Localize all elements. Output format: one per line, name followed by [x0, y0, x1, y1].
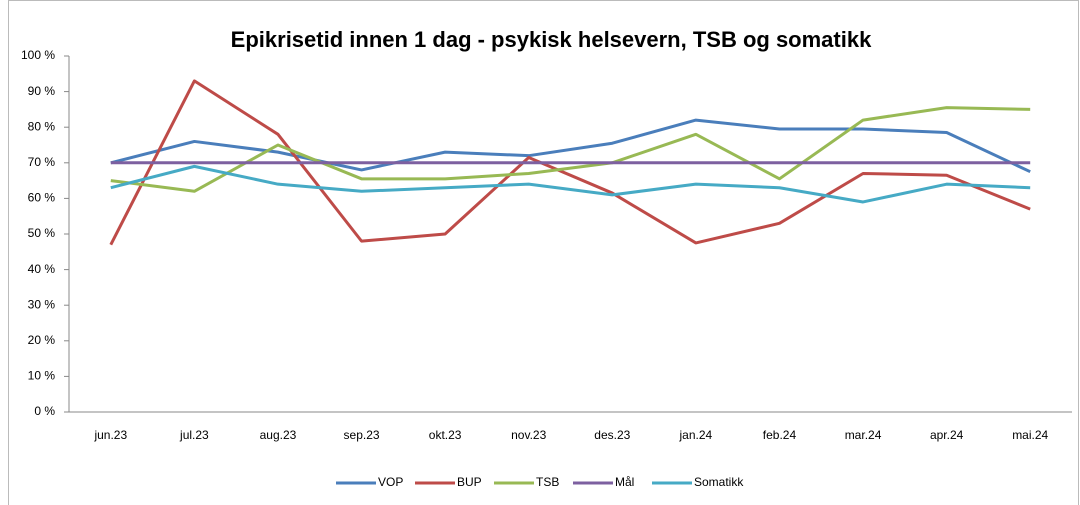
y-tick-label: 60 % [28, 191, 56, 205]
legend-label: VOP [378, 475, 403, 489]
y-tick-label: 70 % [28, 155, 56, 169]
x-tick-label: sep.23 [344, 428, 380, 442]
x-tick-label: jun.23 [93, 428, 127, 442]
series-line [109, 79, 1031, 246]
x-tick-label: feb.24 [763, 428, 797, 442]
x-tick-label: okt.23 [429, 428, 462, 442]
legend-label: Mål [615, 475, 634, 489]
legend-label: TSB [536, 475, 559, 489]
series-line [110, 106, 1031, 193]
series-line [110, 118, 1031, 174]
y-tick-label: 80 % [28, 119, 56, 133]
legend-label: Somatikk [694, 475, 744, 489]
x-tick-label: mar.24 [845, 428, 882, 442]
y-tick-label: 0 % [34, 404, 55, 418]
x-tick-label: nov.23 [511, 428, 546, 442]
series-line [110, 164, 1031, 204]
y-tick-label: 100 % [21, 48, 55, 62]
x-tick-label: jul.23 [179, 428, 209, 442]
y-tick-label: 50 % [28, 226, 56, 240]
y-tick-label: 30 % [28, 297, 56, 311]
y-tick-label: 20 % [28, 333, 56, 347]
x-tick-label: apr.24 [930, 428, 964, 442]
x-tick-label: aug.23 [260, 428, 297, 442]
x-tick-label: mai.24 [1012, 428, 1048, 442]
y-tick-label: 40 % [28, 262, 56, 276]
legend-label: BUP [457, 475, 482, 489]
x-tick-label: jan.24 [679, 428, 713, 442]
chart-title: Epikrisetid innen 1 dag - psykisk helsev… [231, 27, 872, 52]
y-tick-label: 10 % [28, 369, 56, 383]
x-tick-label: des.23 [594, 428, 630, 442]
chart-frame [8, 0, 1079, 505]
y-tick-label: 90 % [28, 84, 56, 98]
